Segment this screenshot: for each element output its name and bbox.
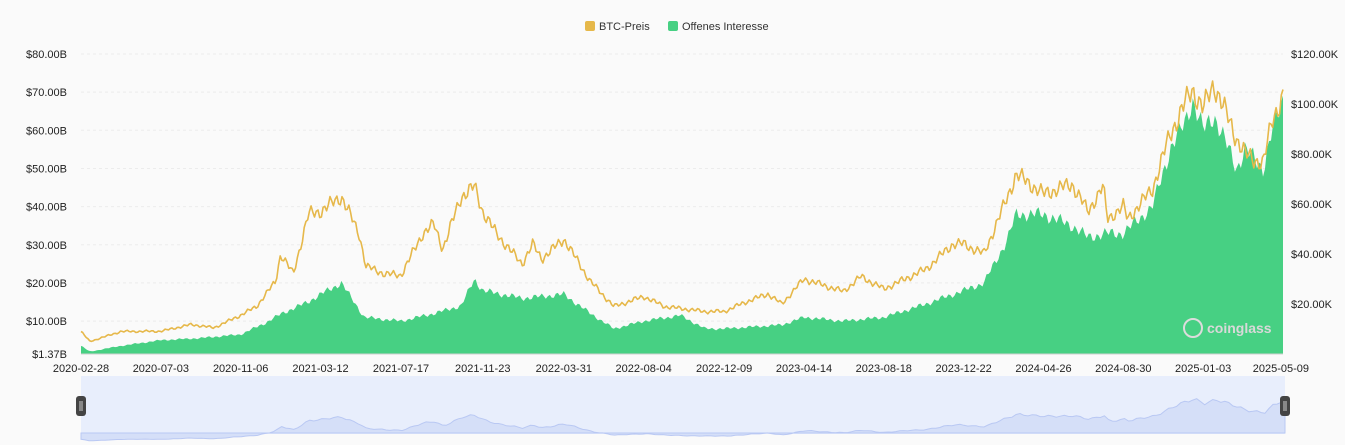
open-interest-area xyxy=(81,95,1283,355)
y-right-tick-label: $120.00K xyxy=(1291,49,1339,61)
y-left-tick-label: $50.00B xyxy=(26,163,67,175)
y-right-tick-label: $60.00K xyxy=(1291,199,1333,211)
legend: BTC-Preis Offenes Interesse xyxy=(585,21,769,33)
x-tick-label: 2020-11-06 xyxy=(213,363,268,375)
y-left-tick-label: $10.00B xyxy=(26,316,67,328)
navigator-series xyxy=(80,397,1286,442)
y-left-tick-label: $80.00B xyxy=(26,49,67,61)
y-left-tick-label: $30.00B xyxy=(26,240,67,252)
watermark: coinglass xyxy=(1183,318,1272,338)
navigator-left-handle[interactable] xyxy=(76,396,86,416)
x-tick-label: 2021-03-12 xyxy=(292,363,348,375)
x-tick-label: 2022-12-09 xyxy=(696,363,752,375)
x-tick-label: 2025-05-09 xyxy=(1253,363,1309,375)
btc-price-line xyxy=(80,80,1284,343)
x-tick-label: 2022-03-31 xyxy=(536,363,592,375)
y-left-tick-label: $70.00B xyxy=(26,87,67,99)
x-tick-label: 2021-07-17 xyxy=(373,363,429,375)
legend-label[interactable]: BTC-Preis xyxy=(599,21,650,33)
y-right-tick-label: $80.00K xyxy=(1291,149,1333,161)
y-left-tick-label: $1.37B xyxy=(32,349,67,361)
btc-price-path xyxy=(80,80,1284,343)
y-axis-left: $80.00B $70.00B $60.00B $50.00B $40.00B $30.0… xyxy=(26,49,67,361)
x-tick-label: 2024-04-26 xyxy=(1015,363,1071,375)
legend-swatch xyxy=(585,21,595,31)
legend-label[interactable]: Offenes Interesse xyxy=(682,21,769,33)
y-right-tick-label: $40.00K xyxy=(1291,249,1333,261)
x-tick-label: 2020-02-28 xyxy=(53,363,109,375)
range-navigator[interactable] xyxy=(76,376,1290,442)
x-tick-label: 2021-11-23 xyxy=(455,363,510,375)
open-interest-area-fill xyxy=(81,95,1283,355)
x-tick-label: 2020-07-03 xyxy=(133,363,189,375)
y-left-tick-label: $20.00B xyxy=(26,278,67,290)
x-tick-label: 2023-08-18 xyxy=(856,363,912,375)
x-tick-label: 2025-01-03 xyxy=(1175,363,1231,375)
coinglass-logo-icon xyxy=(1183,318,1203,338)
x-tick-label: 2024-08-30 xyxy=(1095,363,1151,375)
navigator-right-handle[interactable] xyxy=(1280,396,1290,416)
x-tick-label: 2023-04-14 xyxy=(776,363,832,375)
x-axis: 2020-02-28 2020-07-03 2020-11-06 2021-03-12… xyxy=(53,353,1309,375)
legend-swatch xyxy=(668,21,678,31)
y-right-tick-label: $20.00K xyxy=(1291,299,1333,311)
y-left-tick-label: $60.00B xyxy=(26,125,67,137)
x-tick-label: 2023-12-22 xyxy=(936,363,992,375)
x-tick-label: 2022-08-04 xyxy=(616,363,672,375)
watermark-text: coinglass xyxy=(1207,320,1272,336)
y-right-tick-label: $100.00K xyxy=(1291,99,1339,111)
y-left-tick-label: $40.00B xyxy=(26,202,67,214)
y-axis-right: $120.00K $100.00K $80.00K $60.00K $40.00K $20… xyxy=(1291,49,1339,311)
